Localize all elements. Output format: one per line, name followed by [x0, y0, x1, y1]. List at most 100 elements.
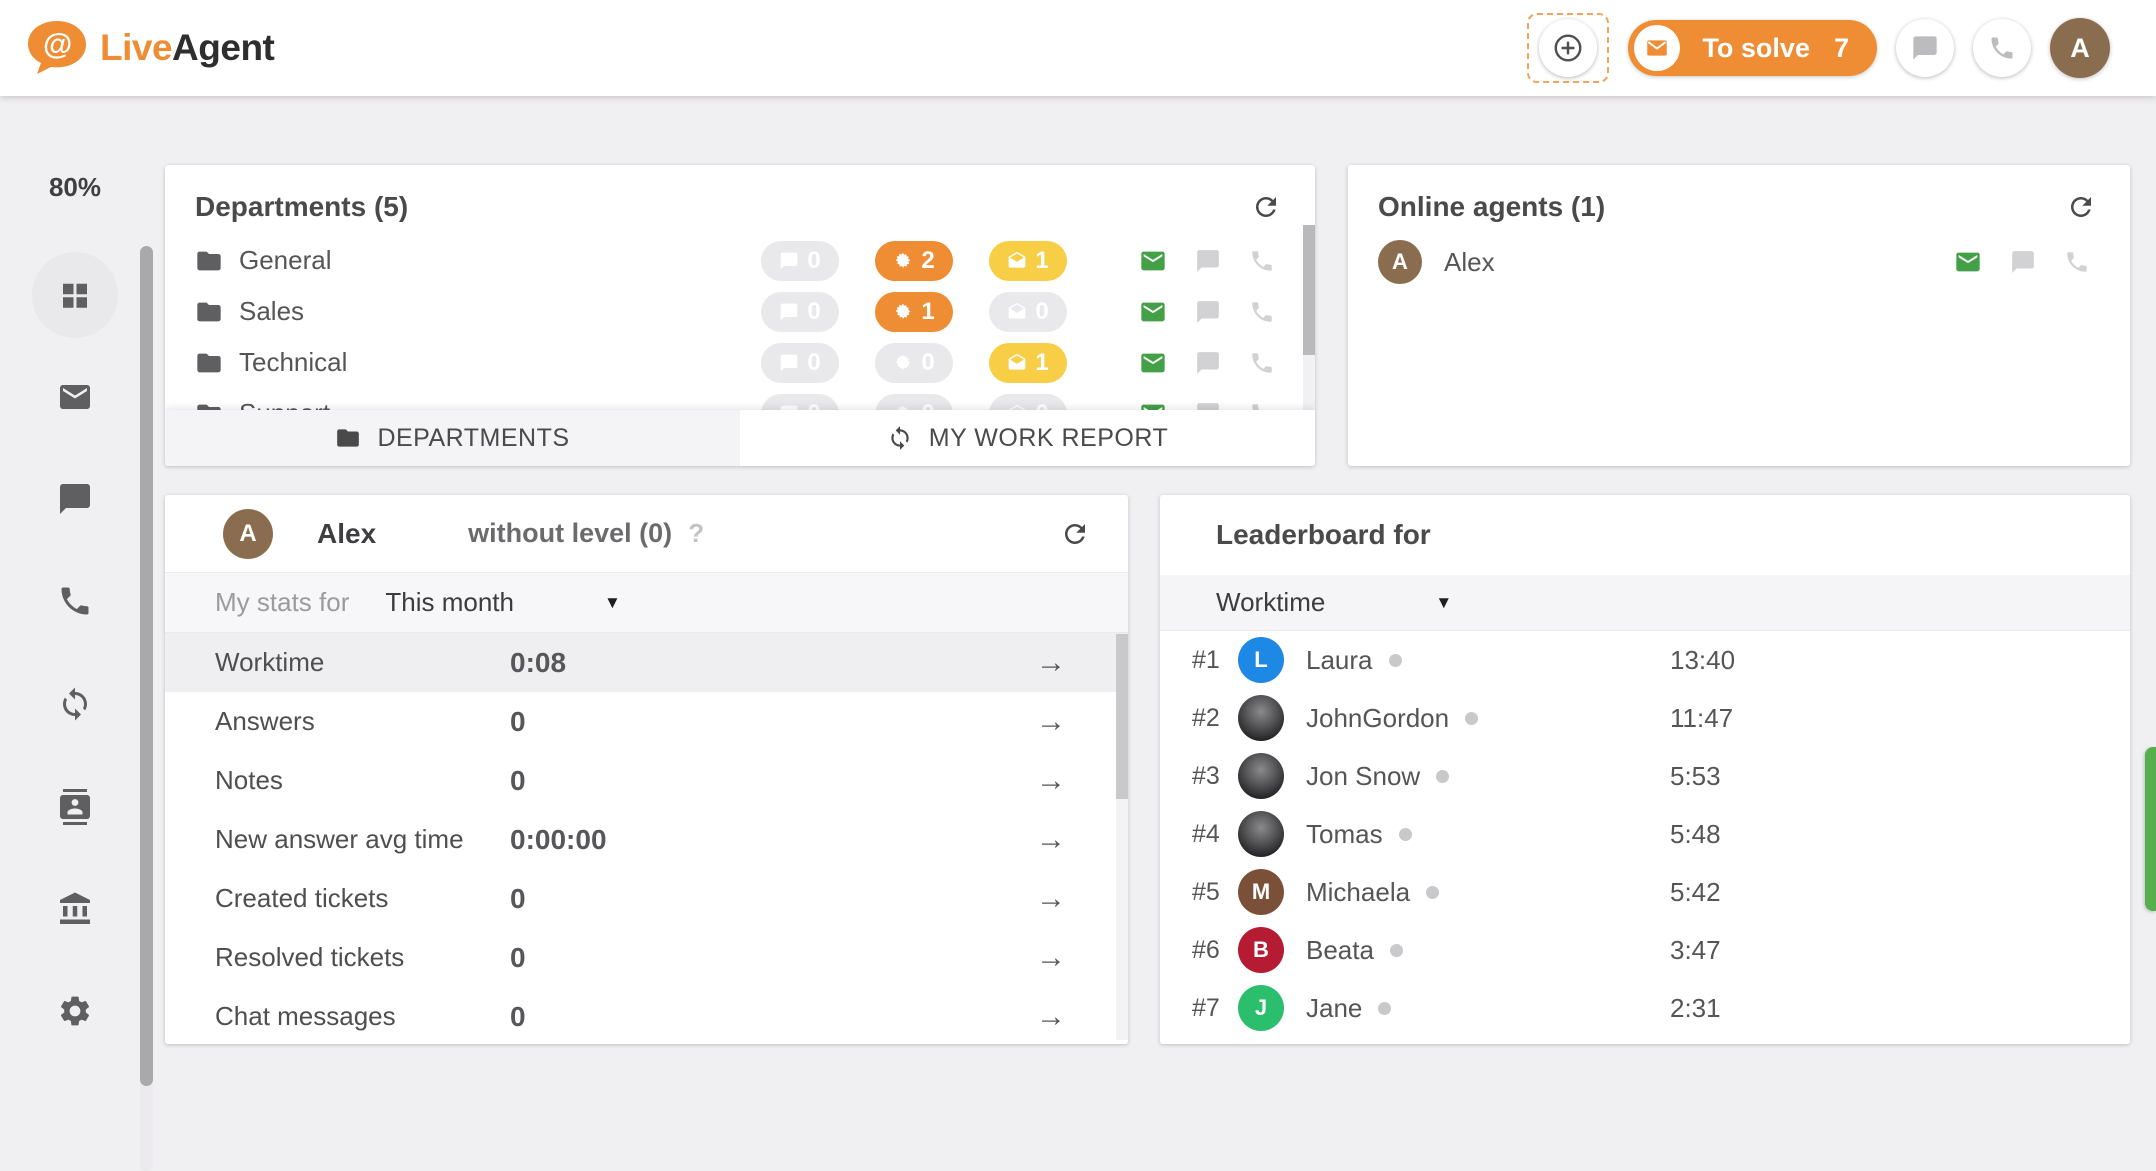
stat-label: Notes [215, 765, 283, 795]
department-actions [1139, 247, 1275, 275]
new-ticket-button[interactable] [1139, 298, 1167, 326]
department-name: Technical [239, 347, 348, 377]
chats-count: 0 [807, 348, 821, 376]
stat-row[interactable]: Worktime 0:08 → [165, 633, 1128, 692]
start-chat-button[interactable] [1195, 248, 1221, 274]
start-chat-button[interactable] [1195, 299, 1221, 325]
departments-scrollbar-thumb[interactable] [1303, 225, 1315, 355]
stat-label: Worktime [215, 647, 325, 677]
stat-row[interactable]: New answer avg time 0:00:00 → [165, 810, 1128, 869]
arrow-right-icon[interactable]: → [1036, 645, 1066, 679]
arrow-right-icon[interactable]: → [1036, 704, 1066, 738]
stats-scrollbar[interactable] [1116, 634, 1128, 1040]
start-chat-button[interactable] [1195, 350, 1221, 376]
header-calls-button[interactable] [1973, 19, 2031, 77]
leaderboard-row: #4 Tomas 5:48 [1160, 805, 2130, 863]
stat-value: 0 [510, 941, 526, 973]
status-dot-icon [1465, 711, 1479, 725]
open-envelope-icon [1008, 251, 1026, 268]
page-scrollbar[interactable] [140, 246, 153, 1171]
stat-row[interactable]: Notes 0 → [165, 751, 1128, 810]
header-chats-button[interactable] [1896, 19, 1954, 77]
chat-bubble-icon [780, 354, 798, 371]
department-row[interactable]: Sales 0 1 0 [165, 286, 1315, 337]
stat-row[interactable]: Resolved tickets 0 → [165, 928, 1128, 987]
gear-icon [60, 996, 90, 1026]
stat-value: 0:00:00 [510, 823, 607, 855]
start-call-button[interactable] [2064, 249, 2090, 275]
page-scrollbar-thumb[interactable] [140, 246, 153, 1086]
help-icon[interactable]: ? [688, 518, 705, 548]
tab-my-work-report[interactable]: MY WORK REPORT [740, 410, 1315, 466]
sidebar-item-contacts[interactable] [32, 764, 118, 850]
agent-avatar: A [1378, 240, 1422, 284]
department-row[interactable]: General 0 2 1 [165, 235, 1315, 286]
my-stats-refresh-button[interactable] [1060, 519, 1090, 549]
agent-avatar [1238, 753, 1284, 799]
agent-avatar [1238, 811, 1284, 857]
stat-row[interactable]: Created tickets 0 → [165, 869, 1128, 928]
mails-count-badge[interactable]: 0 [989, 291, 1067, 332]
department-row[interactable]: Technical 0 0 1 [165, 337, 1315, 388]
department-badges: 0 1 0 [761, 291, 1067, 332]
sidebar-item-chats[interactable] [32, 456, 118, 542]
chats-count-badge[interactable]: 0 [761, 342, 839, 383]
arrow-right-icon[interactable]: → [1036, 999, 1066, 1033]
sidebar-item-settings[interactable] [32, 968, 118, 1054]
status-dot-icon [1398, 827, 1412, 841]
arrow-right-icon[interactable]: → [1036, 881, 1066, 915]
status-dot-icon [1426, 885, 1440, 899]
worktime-value: 13:40 [1670, 644, 1736, 675]
worktime-value: 2:31 [1670, 992, 1721, 1023]
mails-count-badge[interactable]: 1 [989, 342, 1067, 383]
stat-row[interactable]: Answers 0 → [165, 692, 1128, 751]
sidebar-item-reports[interactable] [32, 661, 118, 747]
arrow-right-icon[interactable]: → [1036, 940, 1066, 974]
arrow-right-icon[interactable]: → [1036, 763, 1066, 797]
add-new-button[interactable] [1539, 19, 1598, 77]
leaderboard-filter-row: Worktime ▼ [1160, 575, 2130, 631]
leaderboard-metric-value: Worktime [1216, 587, 1326, 617]
new-ticket-button[interactable] [1954, 248, 1982, 276]
online-agents-refresh-button[interactable] [2066, 192, 2096, 222]
departments-panel: Departments (5) General 0 2 1 Sales 0 1 … [165, 165, 1315, 466]
chats-count-badge[interactable]: 0 [761, 240, 839, 281]
gear-burst-icon [896, 354, 911, 370]
tickets-count-badge[interactable]: 2 [875, 240, 953, 281]
stats-scrollbar-thumb[interactable] [1116, 634, 1128, 799]
sidebar-item-dashboard[interactable] [32, 252, 118, 338]
leaderboard-row: #1 L Laura 13:40 [1160, 631, 2130, 689]
tickets-count-badge[interactable]: 0 [875, 342, 953, 383]
tab-departments[interactable]: DEPARTMENTS [165, 410, 740, 466]
gear-burst-icon [896, 252, 911, 268]
online-agent-row[interactable]: A Alex [1348, 235, 2130, 289]
start-call-button[interactable] [1249, 248, 1275, 274]
sidebar-item-company[interactable] [32, 866, 118, 952]
phone-icon [1252, 352, 1272, 373]
new-ticket-button[interactable] [1139, 247, 1167, 275]
to-solve-count: 7 [1833, 32, 1849, 63]
to-solve-button[interactable]: To solve 7 [1628, 20, 1877, 76]
new-ticket-button[interactable] [1139, 349, 1167, 377]
header-avatar[interactable]: A [2050, 18, 2110, 78]
departments-scrollbar[interactable] [1303, 225, 1315, 410]
stats-period-dropdown[interactable]: This month ▼ [385, 587, 620, 618]
departments-refresh-button[interactable] [1251, 192, 1281, 222]
chats-count-badge[interactable]: 0 [761, 291, 839, 332]
sidebar-item-tickets[interactable] [32, 354, 118, 440]
leaderboard-row: #7 J Jane 2:31 [1160, 979, 2130, 1037]
tickets-count-badge[interactable]: 1 [875, 291, 953, 332]
sidebar-item-calls[interactable] [32, 558, 118, 644]
bank-icon [60, 892, 90, 924]
leaderboard-metric-dropdown[interactable]: Worktime ▼ [1216, 587, 1452, 618]
stat-row[interactable]: Chat messages 0 → [165, 987, 1128, 1044]
leaderboard-row: #6 B Beata 3:47 [1160, 921, 2130, 979]
feedback-side-tab[interactable] [2145, 747, 2156, 911]
worktime-value: 5:42 [1670, 876, 1721, 907]
mails-count-badge[interactable]: 1 [989, 240, 1067, 281]
start-chat-button[interactable] [2010, 249, 2036, 275]
agent-name: Beata [1306, 934, 1374, 965]
start-call-button[interactable] [1249, 350, 1275, 376]
start-call-button[interactable] [1249, 299, 1275, 325]
arrow-right-icon[interactable]: → [1036, 822, 1066, 856]
